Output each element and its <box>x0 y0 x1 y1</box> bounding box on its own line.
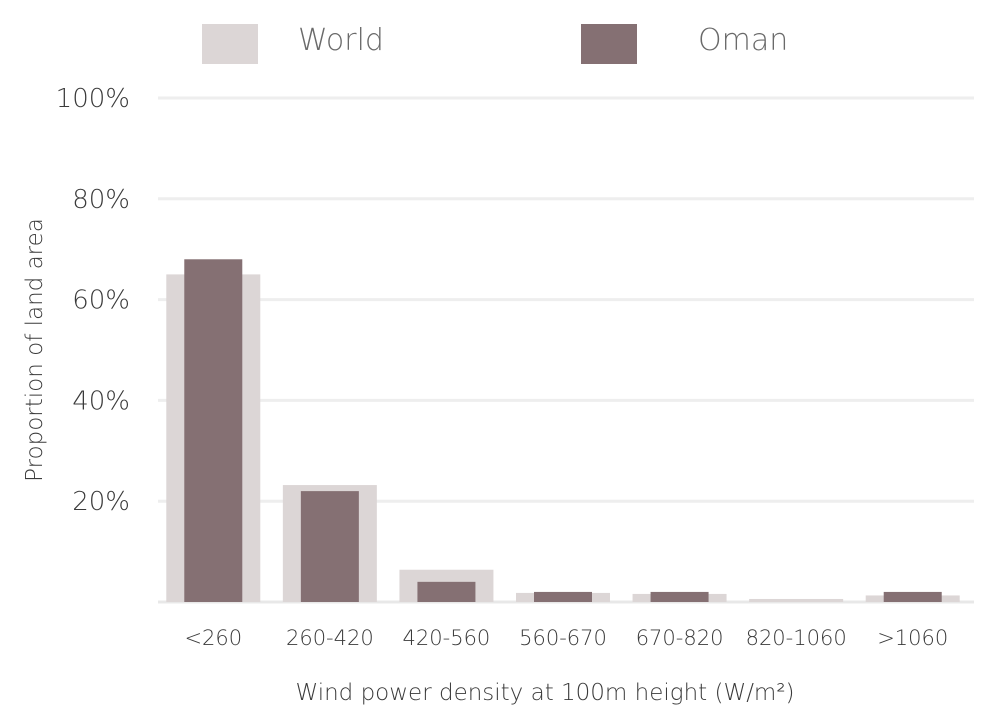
gridlines <box>158 96 974 604</box>
bar-oman-560-670 <box>534 591 592 602</box>
bar-oman-1060 <box>883 591 942 602</box>
x-axis-label: Wind power density at 100m height (W/m²) <box>295 680 794 706</box>
y-tick-label-60: 60% <box>72 286 130 316</box>
x-tick-label-260-420: 260-420 <box>286 626 374 650</box>
y-tick-label-20: 20% <box>72 487 130 517</box>
bar-oman-260-420 <box>300 491 359 602</box>
x-tick-label-560-670: 560-670 <box>519 626 607 650</box>
x-tick-label-420-560: 420-560 <box>403 626 491 650</box>
y-axis-ticks: 20% 40% 60% 80% 100% <box>56 84 130 517</box>
legend-label-oman: Oman <box>698 23 788 58</box>
legend-swatch-world <box>202 24 258 64</box>
legend-label-world: World <box>298 23 384 58</box>
y-tick-label-100: 100% <box>56 84 130 114</box>
bar-oman-670-820 <box>650 591 709 602</box>
x-tick-label-260: <260 <box>184 626 242 650</box>
y-axis-label: Proportion of land area <box>22 218 48 482</box>
x-tick-label-670-820: 670-820 <box>636 626 724 650</box>
legend-swatch-oman <box>581 24 637 64</box>
bar-world-820-1060 <box>749 598 844 602</box>
x-axis-ticks: <260 260-420 420-560 560-670 670-820 820-1060… <box>184 626 948 650</box>
y-tick-label-80: 80% <box>72 185 130 215</box>
bar-oman-420-560 <box>417 581 476 602</box>
x-tick-label-820-1060: 820-1060 <box>746 626 847 650</box>
bar-oman-260 <box>184 259 243 602</box>
y-tick-label-40: 40% <box>72 386 130 416</box>
legend: World Oman <box>202 23 788 64</box>
x-tick-label-1060: >1060 <box>877 626 948 650</box>
bars <box>166 259 960 602</box>
